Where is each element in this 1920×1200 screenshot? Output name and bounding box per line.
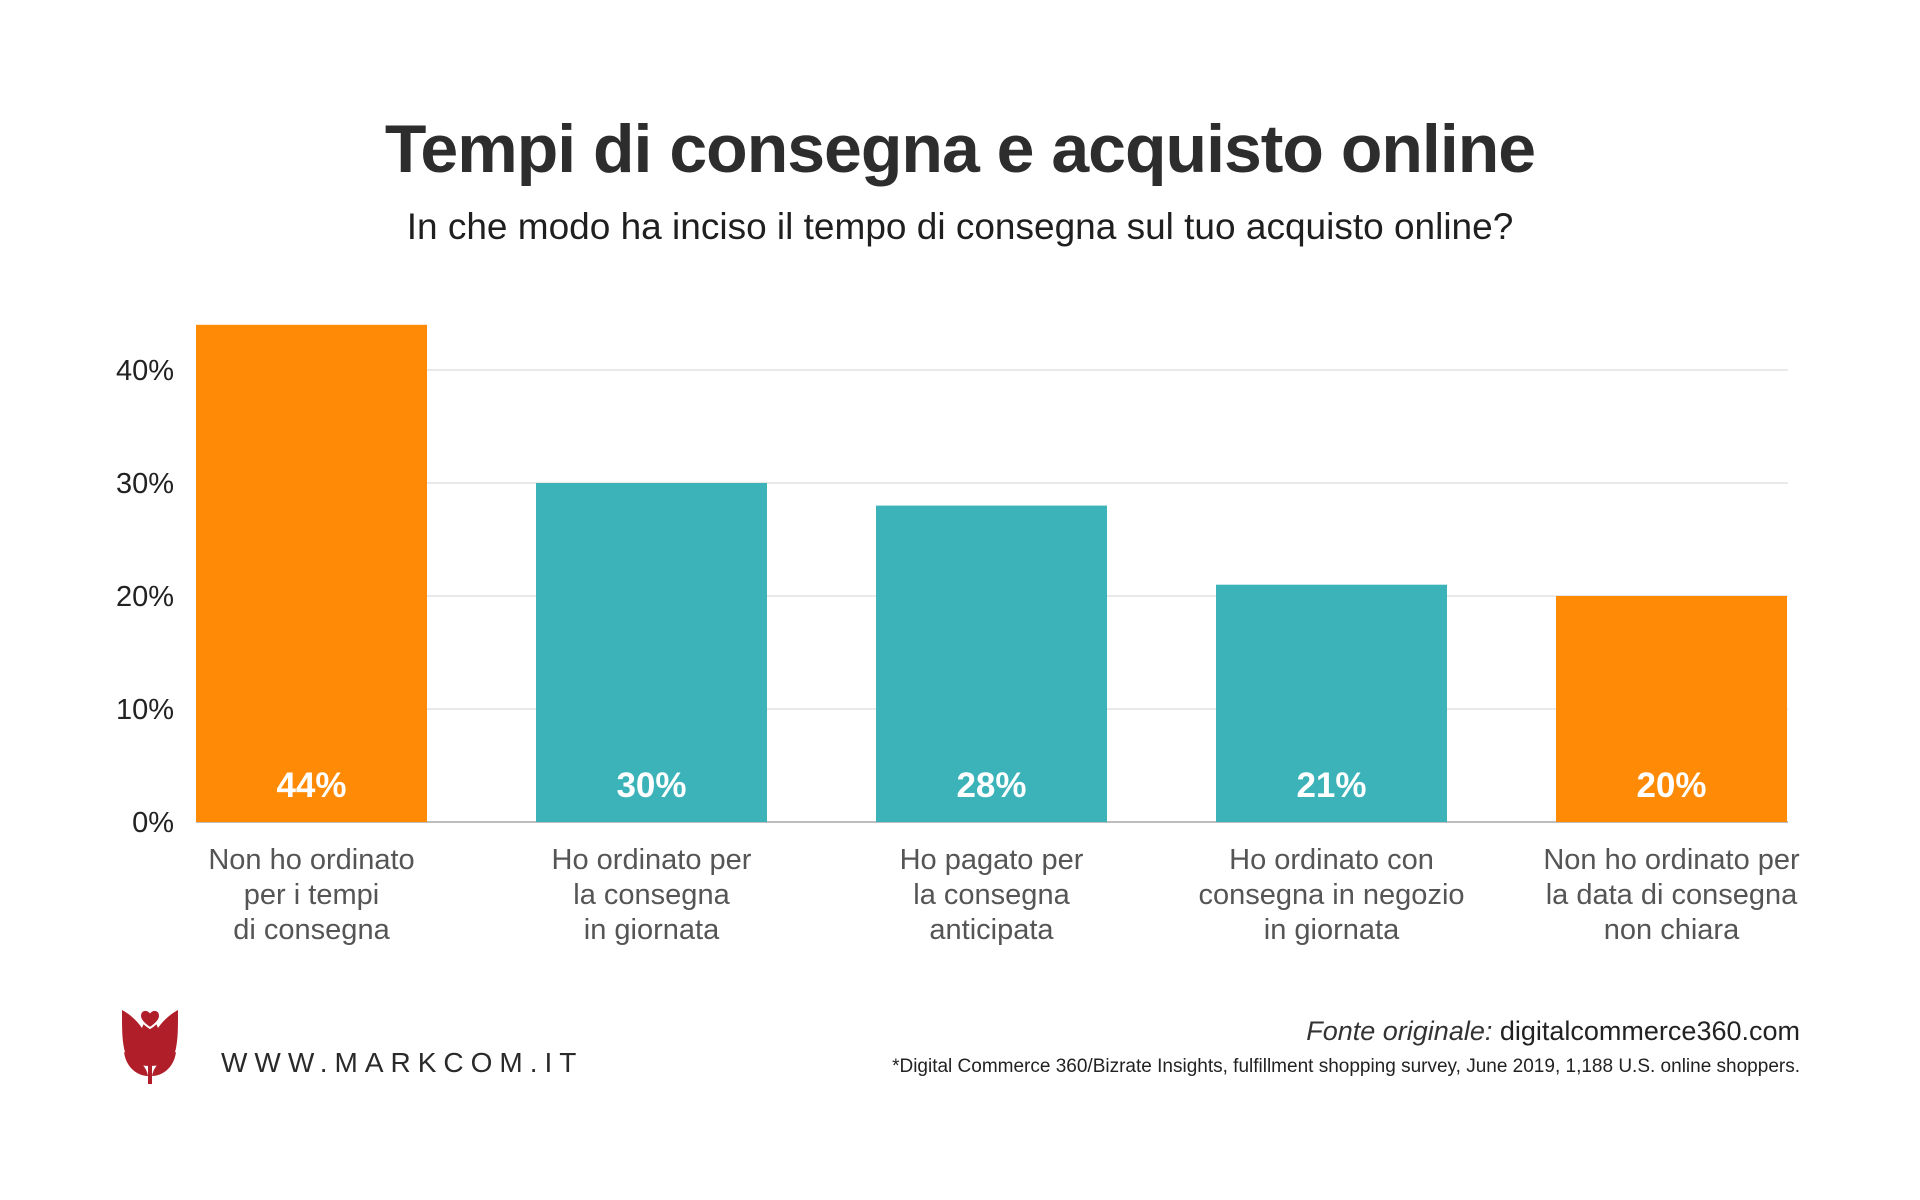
bar: [196, 324, 427, 822]
category-label-line: per i tempi: [243, 879, 380, 911]
category-label: Non ho ordinato per la data di consegna no…: [1507, 843, 1837, 948]
data-label: 28%: [956, 766, 1026, 805]
source-prefix: Fonte originale:: [1306, 1016, 1493, 1046]
y-tick-label: 40%: [116, 355, 174, 387]
bar: [1216, 584, 1447, 822]
y-tick-label: 10%: [116, 694, 174, 726]
data-label: 44%: [276, 766, 346, 805]
category-label-line: la data di consegna: [1545, 879, 1798, 911]
category-label: Ho pagato per la consegna anticipata: [827, 843, 1157, 948]
markcom-logo-icon: [120, 1008, 180, 1089]
category-label-line: Ho ordinato per: [551, 844, 752, 876]
bar: [876, 505, 1107, 822]
y-tick-label: 0%: [132, 807, 174, 839]
category-label: Ho ordinato per la consegna in giornata: [487, 843, 817, 948]
category-label-line: la consegna: [913, 879, 1070, 911]
y-axis-ticks: 0% 10% 20% 30% 40%: [116, 355, 174, 839]
category-label-line: Non ho ordinato: [208, 844, 415, 876]
category-label-line: in giornata: [1263, 914, 1400, 946]
y-tick-label: 30%: [116, 468, 174, 500]
bar: [536, 483, 767, 822]
chart-subtitle: In che modo ha inciso il tempo di conseg…: [406, 206, 1514, 247]
bars: [196, 324, 1787, 822]
data-labels: 44% 30% 28% 21% 20%: [276, 766, 1706, 805]
category-label-line: anticipata: [929, 914, 1054, 946]
category-label-line: in giornata: [583, 914, 720, 946]
website-url: WWW.MARKCOM.IT: [221, 1047, 584, 1078]
source-line: Fonte originale: digitalcommerce360.com: [1306, 1016, 1800, 1047]
category-label-line: non chiara: [1603, 914, 1740, 946]
category-label-line: Non ho ordinato per: [1543, 844, 1800, 876]
data-label: 30%: [616, 766, 686, 805]
category-label-line: Ho pagato per: [899, 844, 1084, 876]
category-label: Ho ordinato con consegna in negozio in gio…: [1167, 843, 1497, 948]
data-label: 20%: [1636, 766, 1706, 805]
footnote: *Digital Commerce 360/Bizrate Insights, …: [892, 1056, 1800, 1077]
y-tick-label: 20%: [116, 581, 174, 613]
category-label-line: Ho ordinato con: [1229, 844, 1434, 876]
category-label-line: consegna in negozio: [1198, 879, 1465, 911]
category-label-line: di consegna: [233, 914, 390, 946]
bar: [1556, 596, 1787, 822]
data-label: 21%: [1296, 766, 1366, 805]
category-label-line: la consegna: [573, 879, 730, 911]
category-label: Non ho ordinato per i tempi di consegna: [147, 843, 477, 948]
chart-title: Tempi di consegna e acquisto online: [384, 111, 1536, 187]
source-url: digitalcommerce360.com: [1499, 1016, 1800, 1046]
